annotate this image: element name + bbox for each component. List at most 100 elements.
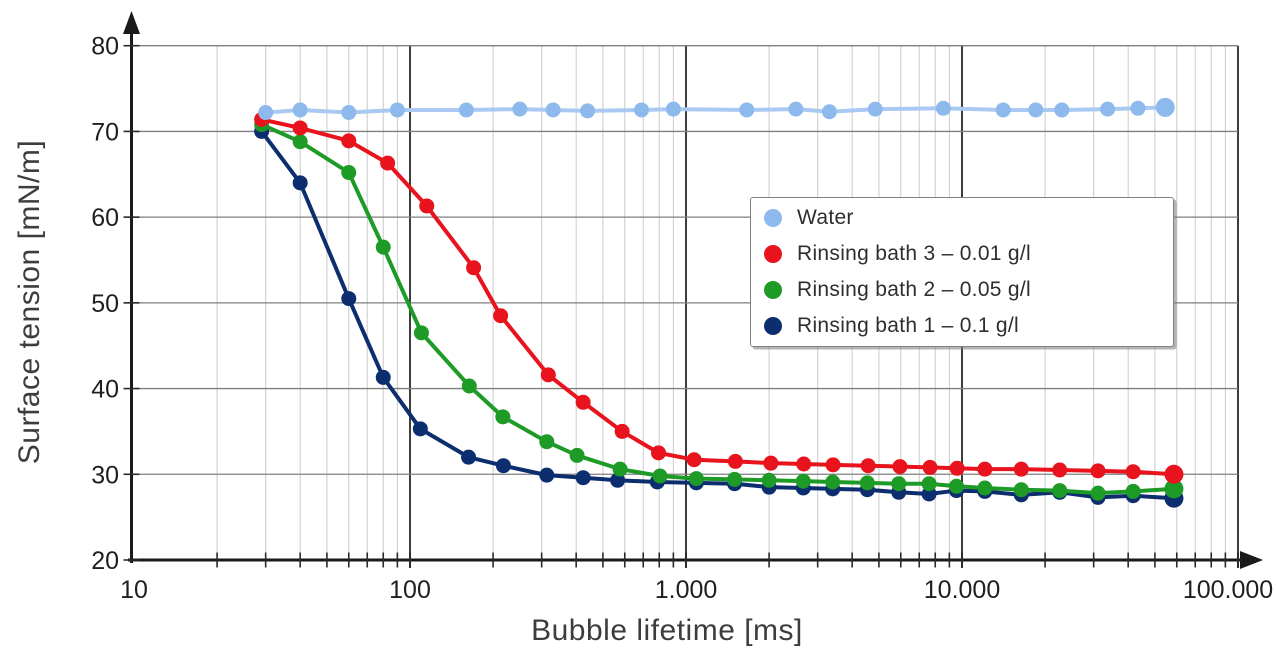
y-tick-label: 50 (91, 290, 119, 318)
data-point (634, 102, 650, 118)
data-point (948, 478, 964, 494)
data-point (867, 101, 883, 117)
series-rinsing-bath-2 (254, 117, 1184, 501)
x-axis-arrow-icon (1240, 551, 1263, 569)
data-point (651, 445, 667, 461)
data-point (763, 455, 779, 471)
data-point (1054, 102, 1070, 118)
data-point (495, 458, 511, 474)
y-tick-label: 70 (91, 118, 119, 146)
data-point (341, 291, 357, 307)
data-point (419, 198, 435, 214)
x-axis-title: Bubble lifetime [ms] (531, 614, 803, 647)
x-tick-label: 10 (120, 576, 148, 604)
data-point (795, 473, 811, 489)
data-point (412, 421, 428, 437)
data-point (1052, 483, 1068, 499)
data-point (995, 102, 1011, 118)
data-point (665, 101, 681, 117)
legend-item-rinsing-bath-1: Rinsing bath 1 – 0.1 g/l (751, 308, 1173, 344)
data-point (977, 461, 993, 477)
data-point (1028, 102, 1044, 118)
x-tick-label: 1.000 (655, 576, 718, 604)
tick-labels: 20 30 40 50 60 70 80 10 100 1.000 10.000 100.000 (91, 33, 1273, 604)
y-axis-title: Surface tension [mN/m] (13, 139, 46, 465)
data-point (652, 468, 668, 484)
legend-label: Rinsing bath 1 – 0.1 g/l (797, 314, 1020, 337)
y-axis-arrow-icon (123, 11, 140, 34)
data-point (389, 102, 405, 118)
data-point (788, 101, 804, 117)
data-point (341, 165, 357, 181)
data-point (727, 453, 743, 469)
data-point (1164, 479, 1184, 499)
legend-label: Rinsing bath 2 – 0.05 g/l (797, 278, 1031, 301)
data-point (466, 260, 482, 276)
data-point (761, 472, 777, 488)
legend-item-rinsing-bath-3: Rinsing bath 3 – 0.01 g/l (751, 236, 1173, 272)
data-point (935, 100, 951, 116)
data-point (540, 367, 556, 383)
data-point (1100, 101, 1116, 117)
data-point (461, 378, 477, 394)
x-tick-label: 10.000 (924, 576, 1000, 604)
series-water (258, 97, 1175, 121)
data-point (512, 101, 528, 117)
data-point (292, 134, 308, 150)
data-point (292, 102, 308, 118)
data-point (921, 476, 937, 492)
data-point (539, 467, 555, 483)
data-point (1125, 483, 1141, 499)
data-point (375, 239, 391, 255)
data-point (727, 471, 743, 487)
data-point (1155, 97, 1175, 117)
y-tick-label: 30 (91, 461, 119, 489)
legend-item-water: Water (751, 200, 1173, 236)
data-point (796, 456, 812, 472)
data-point (539, 434, 555, 450)
data-point (977, 480, 993, 496)
y-tick-label: 40 (91, 376, 119, 404)
legend-item-rinsing-bath-2: Rinsing bath 2 – 0.05 g/l (751, 272, 1173, 308)
data-point (292, 120, 308, 136)
data-point (922, 459, 938, 475)
data-point (1130, 100, 1146, 116)
x-tick-label: 100.000 (1183, 576, 1273, 604)
y-tick-label: 60 (91, 204, 119, 232)
data-point (575, 470, 591, 486)
legend-label: Water (797, 206, 854, 229)
rinsing-bath-2-marker-icon (764, 281, 782, 299)
data-point (825, 457, 841, 473)
rinsing-bath-3-marker-icon (764, 245, 782, 263)
data-point (686, 452, 702, 468)
data-point (413, 325, 429, 341)
y-tick-label: 20 (91, 547, 119, 575)
data-point (949, 460, 965, 476)
data-point (292, 175, 308, 191)
data-point (458, 102, 474, 118)
data-point (1090, 485, 1106, 501)
data-point (821, 104, 837, 120)
data-point (461, 449, 477, 465)
data-point (580, 103, 596, 119)
x-tick-label: 100 (389, 576, 431, 604)
data-point (739, 102, 755, 118)
data-point (688, 471, 704, 487)
legend-label: Rinsing bath 3 – 0.01 g/l (797, 242, 1031, 265)
data-point (341, 133, 357, 149)
axes (123, 11, 1263, 569)
data-point (493, 308, 509, 324)
data-point (569, 447, 585, 463)
y-tick-label: 80 (91, 33, 119, 61)
data-point (375, 369, 391, 385)
rinsing-bath-1-marker-icon (764, 317, 782, 335)
data-point (545, 102, 561, 118)
data-point (258, 105, 274, 121)
data-point (1013, 482, 1029, 498)
data-point (614, 423, 630, 439)
legend: Water Rinsing bath 3 – 0.01 g/l Rinsing … (750, 197, 1174, 347)
data-point (1052, 462, 1068, 478)
data-point (341, 105, 357, 121)
data-point (575, 394, 591, 410)
data-point (1125, 464, 1141, 480)
